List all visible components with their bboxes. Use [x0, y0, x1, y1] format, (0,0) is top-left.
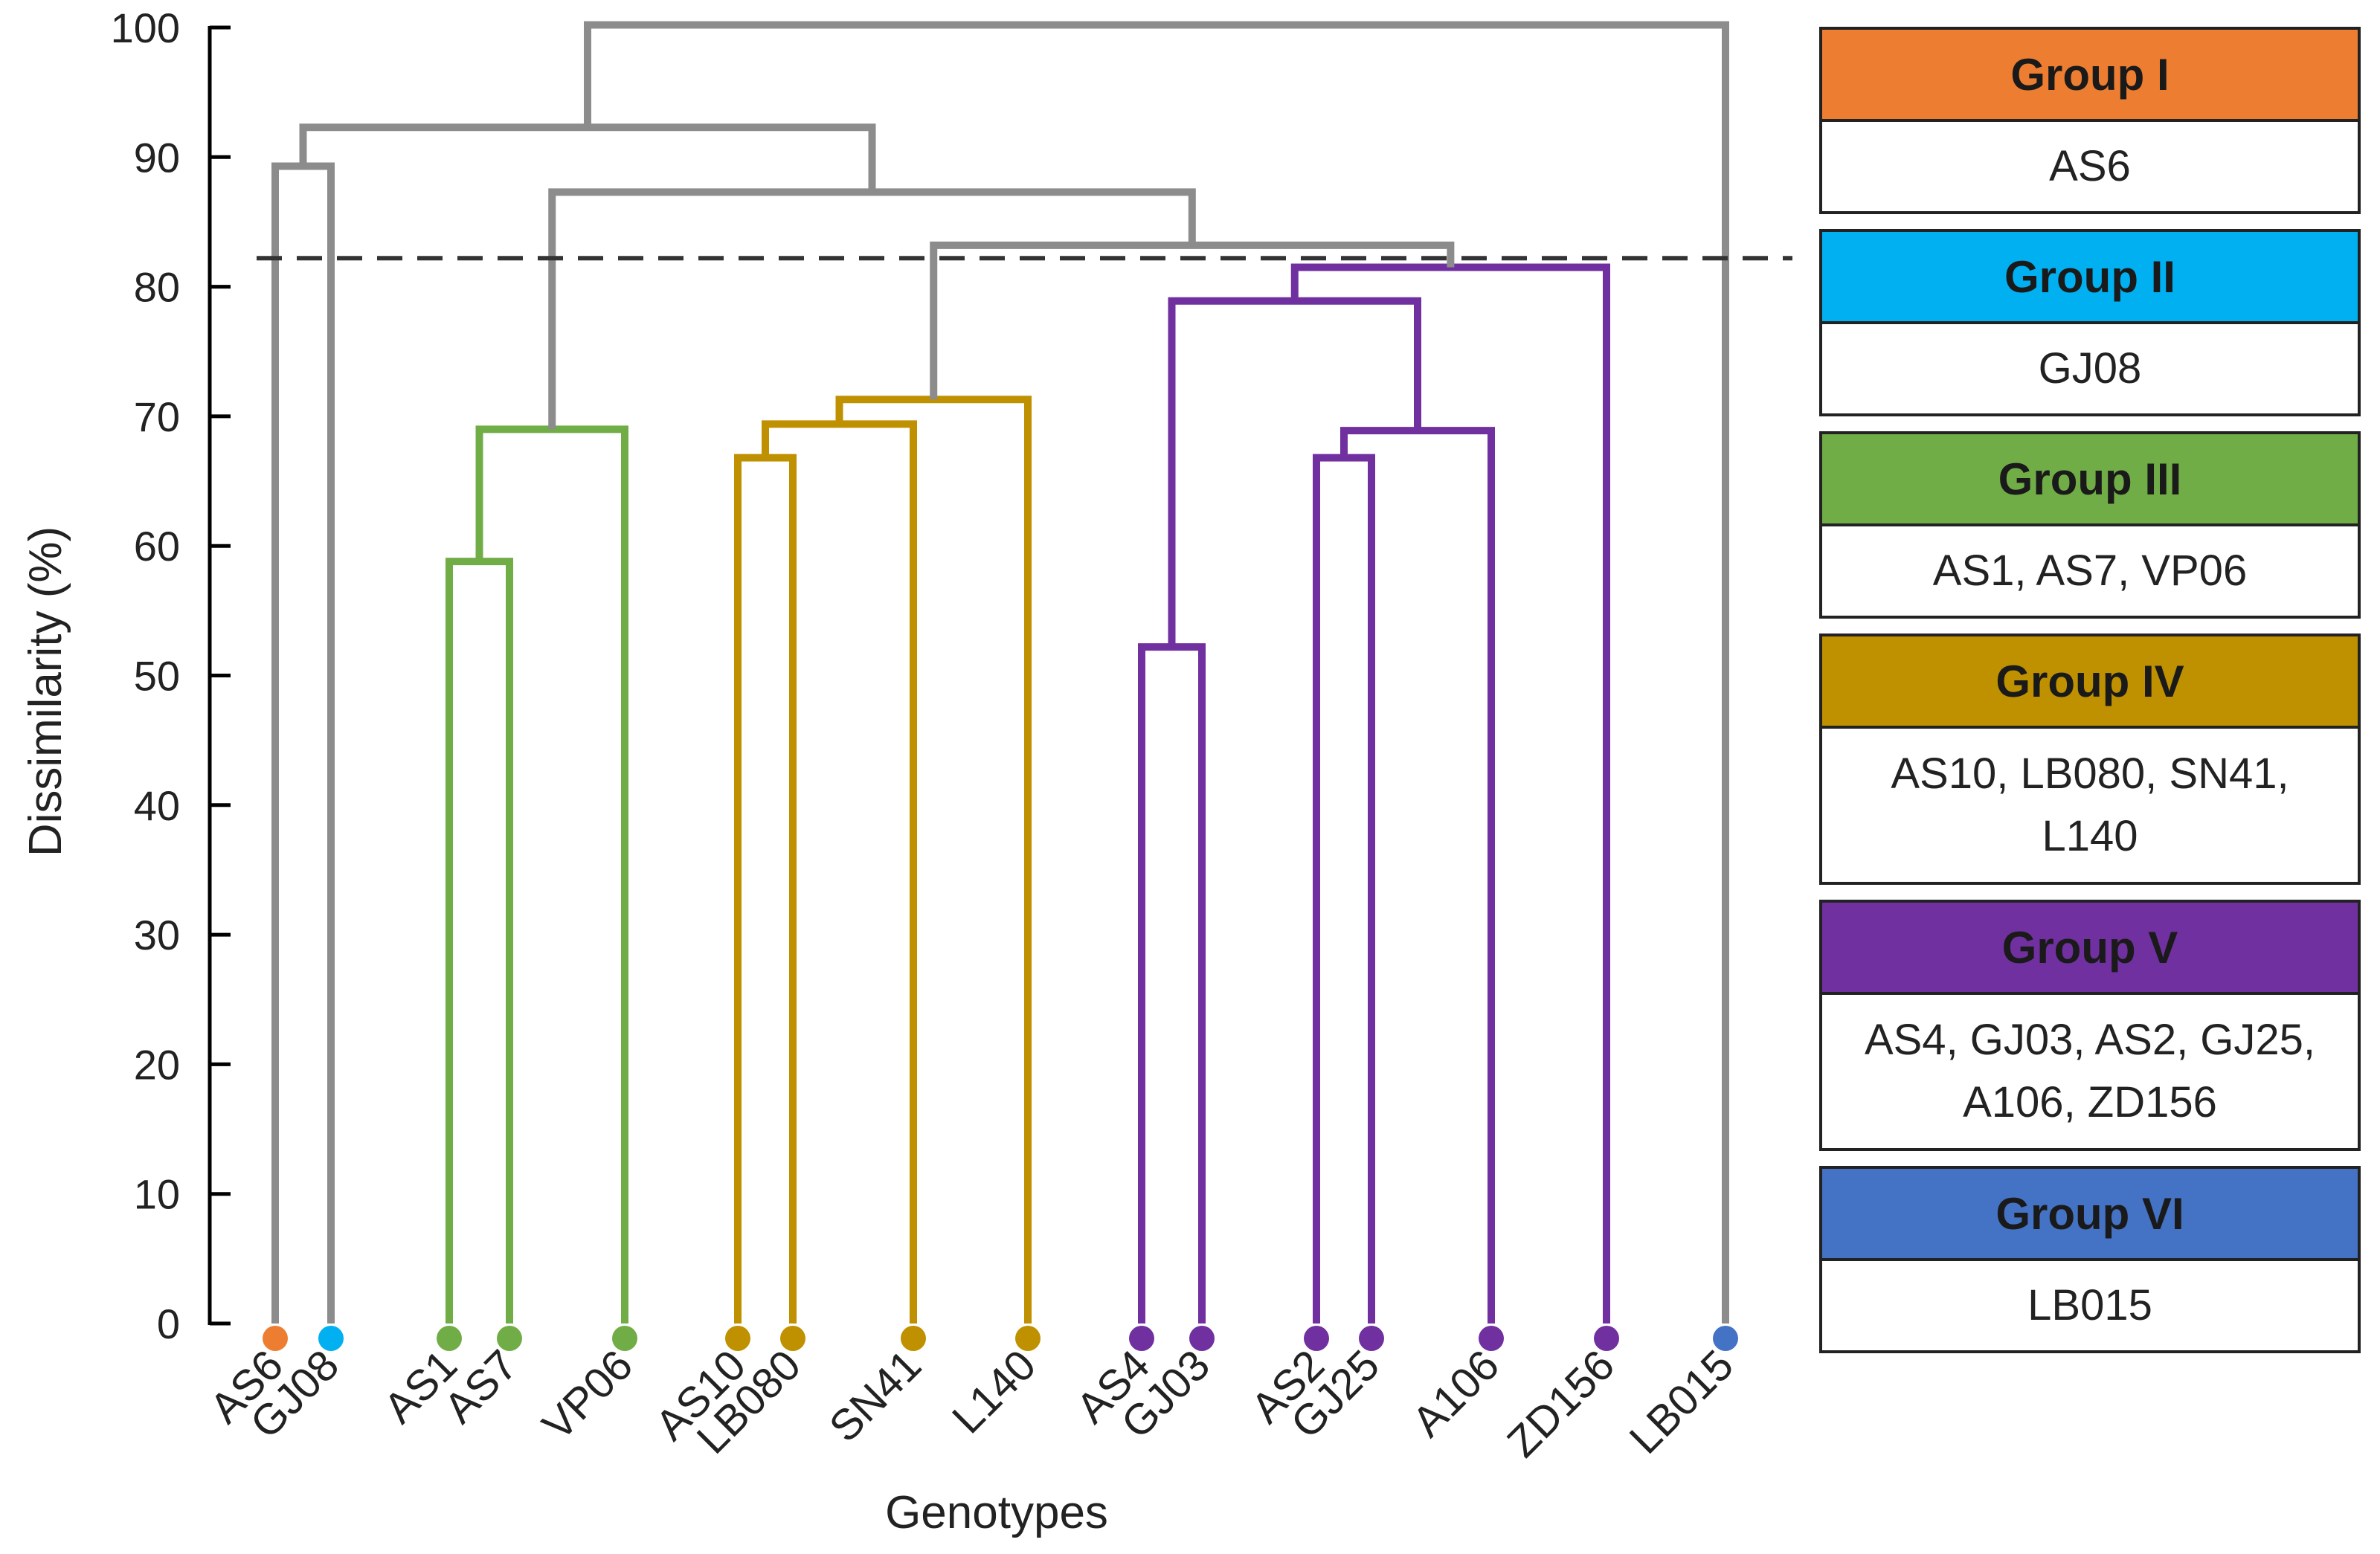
y-tick-label: 80 — [134, 264, 180, 311]
leaf-marker-as6 — [263, 1326, 288, 1351]
leaf-label-lb015: LB015 — [1621, 1341, 1743, 1463]
y-tick-label: 50 — [134, 653, 180, 700]
legend-group-1: Group I AS6 — [1819, 27, 2361, 214]
dendrogram-branches — [271, 21, 1729, 1324]
leaf-marker-lb080 — [780, 1326, 805, 1351]
leaf-label-a106: A106 — [1403, 1341, 1508, 1446]
legend-group-1-members: AS6 — [2049, 141, 2131, 190]
leaf-marker-sn41 — [901, 1326, 926, 1351]
legend-group-6: Group VI LB015 — [1819, 1166, 2361, 1353]
x-axis-title: Genotypes — [885, 1487, 1108, 1538]
y-tick-label: 40 — [134, 782, 180, 829]
merge-branch-11 — [548, 188, 1196, 430]
leaf-marker-as7 — [497, 1326, 522, 1351]
legend-group-6-members: LB015 — [2027, 1280, 2152, 1329]
y-tick-label: 90 — [134, 134, 180, 181]
leaf-marker-vp06 — [612, 1326, 637, 1351]
legend-group-5: Group V AS4, GJ03, AS2, GJ25, A106, ZD15… — [1819, 900, 2361, 1151]
leaf-marker-l140 — [1015, 1326, 1041, 1351]
leaf-marker-gj08 — [318, 1326, 344, 1351]
legend-group-4-members: AS10, LB080, SN41, L140 — [1891, 749, 2289, 860]
y-tick-label: 30 — [134, 912, 180, 958]
legend-group-1-header: Group I — [1822, 30, 2358, 122]
leaf-label-zd156: ZD156 — [1498, 1341, 1624, 1466]
legend-group-2: Group II GJ08 — [1819, 229, 2361, 416]
leaf-marker-gj25 — [1359, 1326, 1384, 1351]
legend-group-2-members: GJ08 — [2038, 344, 2142, 393]
merge-branch-2 — [734, 454, 797, 1324]
merge-branch-7 — [1340, 427, 1495, 1324]
leaf-label-vp06: VP06 — [533, 1341, 642, 1449]
leaf-label-l140: L140 — [943, 1341, 1045, 1442]
y-tick-label: 70 — [134, 393, 180, 440]
y-tick-label: 60 — [134, 523, 180, 570]
y-tick-label: 20 — [134, 1041, 180, 1088]
leaf-label-as7: AS7 — [435, 1341, 527, 1432]
legend-group-3: Group III AS1, AS7, VP06 — [1819, 431, 2361, 619]
legend-group-6-header: Group VI — [1822, 1169, 2358, 1261]
legend-group-5-header: Group V — [1822, 903, 2358, 995]
leaf-marker-a106 — [1479, 1326, 1504, 1351]
y-tick-label: 10 — [134, 1171, 180, 1218]
merge-branch-13 — [299, 123, 876, 193]
legend-group-4: Group IV AS10, LB080, SN41, L140 — [1819, 633, 2361, 885]
legend-group-2-header: Group II — [1822, 232, 2358, 324]
y-axis-title: Dissimilarity (%) — [20, 526, 71, 857]
leaf-marker-zd156 — [1594, 1326, 1619, 1351]
leaf-marker-as10 — [725, 1326, 750, 1351]
leaf-label-sn41: SN41 — [820, 1341, 931, 1451]
merge-branch-3 — [762, 420, 917, 1324]
leaf-markers — [263, 1326, 1738, 1351]
merge-branch-6 — [1313, 454, 1375, 1324]
leaf-marker-as4 — [1129, 1326, 1154, 1351]
leaf-marker-gj03 — [1189, 1326, 1215, 1351]
y-tick-label: 100 — [111, 4, 180, 51]
merge-branch-8 — [1168, 297, 1421, 648]
legend-group-3-members: AS1, AS7, VP06 — [1932, 546, 2248, 595]
legend-group-3-header: Group III — [1822, 434, 2358, 526]
legend-group-5-members: AS4, GJ03, AS2, GJ25, A106, ZD156 — [1864, 1015, 2316, 1126]
merge-branch-0 — [446, 558, 513, 1324]
y-axis: 0 10 20 30 40 50 60 70 80 90 100 — [111, 4, 231, 1347]
leaf-marker-as2 — [1304, 1326, 1329, 1351]
group-legend: Group I AS6 Group II GJ08 Group III AS1,… — [1819, 27, 2361, 1368]
merge-branch-4 — [835, 396, 1032, 1324]
leaf-marker-lb015 — [1713, 1326, 1738, 1351]
merge-branch-14 — [584, 21, 1729, 1324]
merge-branch-12 — [271, 162, 335, 1324]
merge-branch-9 — [1290, 263, 1610, 1324]
legend-group-4-header: Group IV — [1822, 636, 2358, 729]
y-tick-label: 0 — [157, 1300, 180, 1347]
leaf-marker-as1 — [437, 1326, 462, 1351]
merge-branch-5 — [1138, 643, 1206, 1324]
